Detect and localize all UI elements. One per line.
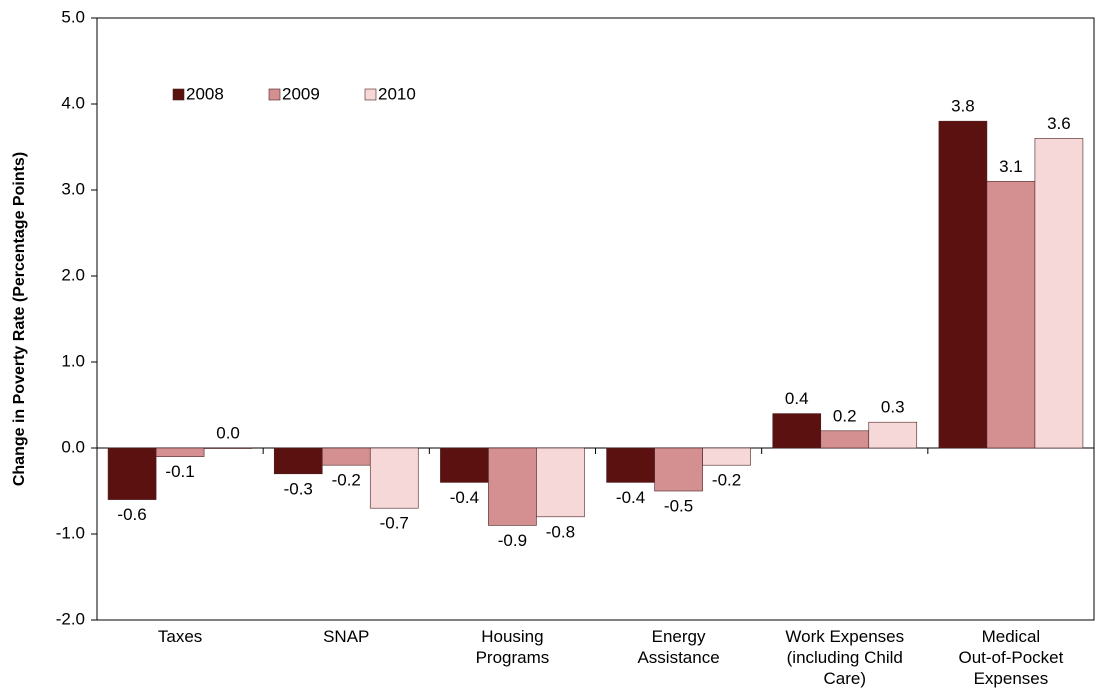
y-tick-label: 0.0 (61, 437, 85, 456)
data-label: -0.8 (546, 522, 575, 541)
bar (107, 447, 157, 500)
bar (536, 447, 585, 518)
y-tick-label: 3.0 (61, 179, 85, 198)
data-label: -0.3 (284, 479, 313, 498)
y-tick-label: -1.0 (56, 523, 85, 542)
data-label: -0.9 (498, 531, 527, 550)
bar (868, 421, 918, 449)
data-label: -0.1 (165, 462, 194, 481)
plot-frame (96, 17, 1095, 621)
legend-label: 2009 (282, 84, 320, 103)
x-tick-label: Taxes (158, 627, 202, 646)
bar (155, 447, 205, 457)
y-tick-label: 1.0 (61, 351, 85, 370)
y-axis-title: Change in Poverty Rate (Percentage Point… (11, 152, 28, 486)
legend-swatch (364, 88, 377, 101)
data-label: -0.4 (616, 488, 645, 507)
bar (321, 447, 371, 466)
bar (938, 120, 988, 449)
bar (820, 430, 870, 449)
data-label: -0.2 (332, 471, 361, 490)
y-tick-label: 5.0 (61, 7, 85, 26)
data-label: 0.2 (833, 406, 857, 425)
data-label: 3.8 (951, 97, 975, 116)
bar (203, 447, 253, 449)
data-label: 3.1 (999, 157, 1023, 176)
data-label: -0.6 (117, 505, 146, 524)
data-label: 0.0 (216, 423, 240, 442)
bar (273, 447, 323, 475)
data-label: -0.2 (712, 471, 741, 490)
legend-label: 2010 (378, 84, 416, 103)
y-tick-label: -2.0 (56, 609, 85, 628)
bar (369, 447, 419, 509)
bar (440, 447, 489, 483)
data-label: -0.7 (380, 514, 409, 533)
x-tick-label: Energy Assistance (637, 627, 719, 667)
data-label: -0.4 (450, 488, 479, 507)
y-tick-label: 2.0 (61, 265, 85, 284)
bar (654, 447, 703, 492)
data-label: 0.3 (881, 398, 905, 417)
y-tick-label: 4.0 (61, 93, 85, 112)
x-tick-label: SNAP (323, 627, 369, 646)
bar (702, 447, 751, 466)
bar (1034, 138, 1084, 449)
bar (986, 181, 1036, 449)
legend-swatch (172, 88, 185, 101)
x-tick-label: Housing Programs (476, 627, 550, 667)
data-label: 0.4 (785, 389, 809, 408)
data-label: 3.6 (1047, 114, 1071, 133)
bar (488, 447, 537, 526)
bar (772, 413, 822, 449)
data-label: -0.5 (664, 496, 693, 515)
x-tick-label: Work Expenses (including Child Care) (785, 627, 904, 688)
legend-swatch (268, 88, 281, 101)
bar (606, 447, 655, 483)
legend-label: 2008 (186, 84, 224, 103)
x-tick-label: Medical Out-of-Pocket Expenses (958, 627, 1063, 688)
